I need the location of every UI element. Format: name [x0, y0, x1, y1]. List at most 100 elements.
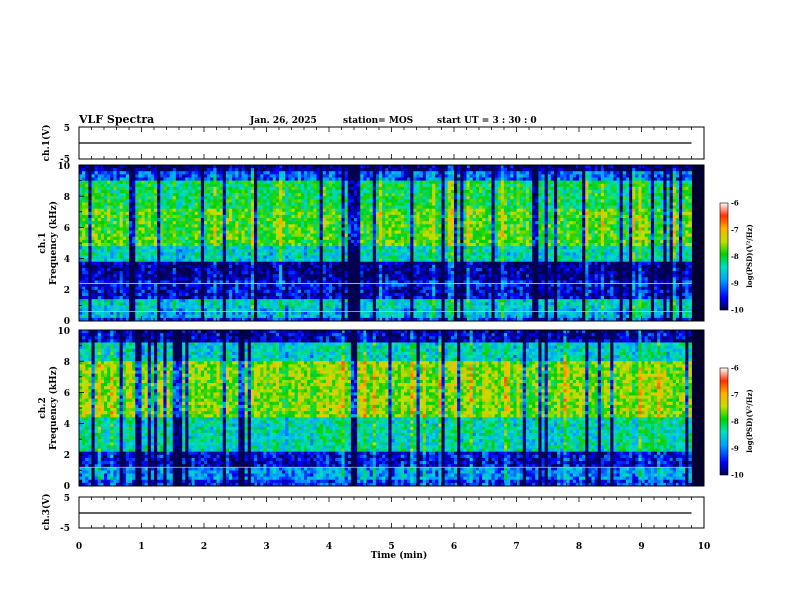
- spectrogram-cell: [635, 199, 639, 203]
- spectrogram-cell: [560, 208, 564, 213]
- spectrogram-cell: [479, 236, 483, 241]
- spectrogram-cell: [172, 218, 177, 222]
- spectrogram-cell: [666, 218, 671, 222]
- spectrogram-cell: [425, 230, 430, 235]
- spectrogram-cell: [322, 177, 327, 181]
- spectrogram-cell: [482, 202, 486, 206]
- spectrogram-cell: [607, 208, 611, 213]
- spectrogram-cell: [463, 186, 467, 191]
- spectrogram-cell: [385, 186, 389, 191]
- spectrogram-cell: [513, 211, 517, 216]
- spectrogram-cell: [494, 202, 499, 206]
- spectrogram-cell: [507, 189, 511, 194]
- spectrogram-cell: [335, 189, 339, 194]
- spectrogram-cell: [135, 183, 139, 188]
- spectrogram-cell: [244, 193, 249, 197]
- spectrogram-cell: [579, 205, 583, 210]
- spectrogram-cell: [535, 227, 539, 231]
- spectrogram-cell: [85, 180, 89, 185]
- spectrogram-cell: [572, 227, 577, 231]
- spectrogram-cell: [588, 221, 592, 225]
- spectrogram-cell: [354, 233, 358, 238]
- spectrogram-cell: [532, 174, 536, 178]
- spectrogram-cell: [304, 230, 308, 235]
- spectrogram-cell: [266, 218, 271, 222]
- spectrogram-cell: [563, 208, 567, 213]
- spectrogram-cell: [485, 239, 489, 244]
- spectrogram-cell: [97, 221, 102, 225]
- spectrogram-cell: [357, 239, 361, 244]
- spectrogram-cell: [422, 189, 427, 194]
- spectrogram-cell: [444, 202, 449, 206]
- spectrogram-cell: [160, 171, 164, 175]
- spectrogram-cell: [366, 177, 371, 181]
- spectrogram-cell: [122, 233, 127, 238]
- spectrogram-cell: [519, 224, 524, 228]
- spectrogram-cell: [560, 230, 564, 235]
- spectrogram-cell: [388, 186, 392, 191]
- spectrogram-cell: [325, 189, 330, 194]
- spectrogram-cell: [272, 224, 277, 228]
- spectrogram-cell: [354, 239, 358, 244]
- spectrogram-cell: [182, 180, 186, 185]
- spectrogram-cell: [688, 233, 692, 238]
- spectrogram-cell: [110, 214, 114, 219]
- spectrogram-cell: [282, 177, 286, 181]
- spectrogram-cell: [222, 171, 227, 175]
- spectrogram-cell: [641, 230, 646, 235]
- spectrogram-cell: [229, 186, 233, 191]
- spectrogram-cell: [222, 227, 227, 231]
- spectrogram-cell: [454, 202, 458, 206]
- spectrogram-cell: [354, 183, 358, 188]
- spectrogram-cell: [322, 174, 327, 178]
- spectrogram-cell: [216, 177, 221, 181]
- spectrogram-cell: [460, 239, 464, 244]
- spectrogram-cell: [647, 165, 652, 169]
- spectrogram-cell: [263, 214, 267, 219]
- spectrogram-cell: [379, 227, 383, 231]
- spectrogram-cell: [379, 168, 383, 172]
- spectrogram-cell: [422, 218, 427, 222]
- spectrogram-cell: [669, 177, 674, 181]
- spectrogram-cell: [350, 180, 355, 185]
- spectrogram-cell: [229, 218, 233, 222]
- spectrogram-cell: [644, 211, 649, 216]
- spectrogram-cell: [460, 214, 464, 219]
- spectrogram-cell: [485, 211, 489, 216]
- spectrogram-cell: [132, 186, 136, 191]
- spectrogram-cell: [575, 168, 580, 172]
- spectrogram-cell: [254, 205, 258, 210]
- spectrogram-cell: [591, 196, 596, 200]
- spectrogram-cell: [679, 233, 683, 238]
- spectrogram-cell: [629, 196, 633, 200]
- spectrogram-cell: [260, 218, 264, 222]
- spectrogram-cell: [297, 177, 302, 181]
- spectrogram-cell: [560, 211, 564, 216]
- spectrogram-cell: [172, 189, 177, 194]
- spectrogram-cell: [669, 171, 674, 175]
- spectrogram-cell: [660, 165, 664, 169]
- spectrogram-cell: [460, 224, 464, 228]
- spectrogram-cell: [282, 243, 286, 247]
- spectrogram-cell: [313, 196, 317, 200]
- spectrogram-cell: [407, 180, 411, 185]
- spectrogram-cell: [469, 218, 474, 222]
- spectrogram-cell: [366, 196, 371, 200]
- spectrogram-cell: [88, 174, 92, 178]
- spectrogram-cell: [669, 202, 674, 206]
- spectrogram-cell: [235, 243, 239, 247]
- spectrogram-cell: [588, 183, 592, 188]
- spectrogram-cell: [547, 214, 552, 219]
- spectrogram-cell: [260, 239, 264, 244]
- spectrogram-cell: [372, 199, 377, 203]
- spectrogram-cell: [179, 165, 183, 169]
- spectrogram-cell: [232, 196, 236, 200]
- spectrogram-cell: [182, 199, 186, 203]
- spectrogram-cell: [160, 196, 164, 200]
- spectrogram-cell: [679, 177, 683, 181]
- spectrogram-cell: [216, 214, 221, 219]
- spectrogram-cell: [144, 199, 149, 203]
- spectrogram-cell: [469, 208, 474, 213]
- spectrogram-cell: [94, 243, 99, 247]
- spectrogram-cell: [419, 196, 424, 200]
